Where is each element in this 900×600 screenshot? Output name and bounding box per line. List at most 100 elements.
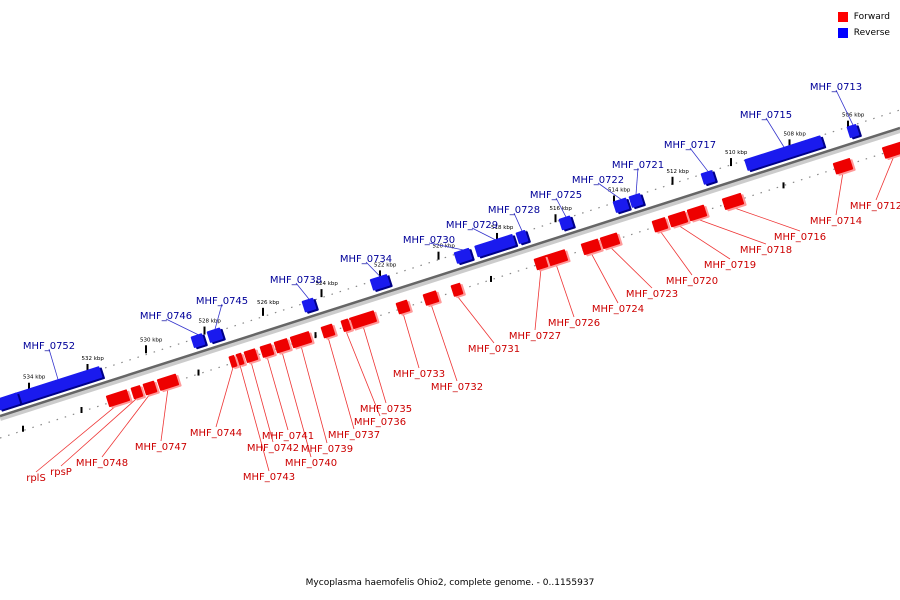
gene-label: MHF_0739: [301, 444, 353, 455]
gene-body: [533, 255, 549, 271]
gene-feature[interactable]: [320, 323, 338, 341]
scale-tick-label: 532 kbp: [82, 356, 105, 362]
gene-feature[interactable]: [422, 290, 443, 308]
label-connector: [428, 242, 464, 251]
gene-feature[interactable]: [558, 215, 576, 233]
gene-label: MHF_0735: [360, 404, 412, 415]
gene-feature[interactable]: [721, 192, 747, 212]
gene-feature[interactable]: [881, 140, 900, 161]
scale-tick-label: 518 kbp: [491, 225, 514, 231]
label-connector: [327, 336, 355, 430]
gene-label: MHF_0741: [262, 431, 314, 442]
gene-feature[interactable]: [450, 282, 466, 299]
label-connector: [165, 318, 199, 335]
gene-label: MHF_0712: [850, 201, 900, 212]
label-connector: [295, 282, 310, 300]
gene-feature[interactable]: [235, 352, 247, 368]
label-connector: [35, 403, 119, 473]
gene-feature[interactable]: [228, 354, 240, 370]
gene-label: MHF_0731: [468, 344, 520, 355]
gene-label: MHF_0732: [431, 382, 483, 393]
gene-feature[interactable]: [130, 384, 146, 401]
label-connector: [555, 197, 567, 218]
gene-label: MHF_0717: [664, 140, 716, 151]
gene-feature[interactable]: [515, 229, 531, 246]
gene-feature[interactable]: [0, 392, 23, 413]
scale-tick-label: 524 kbp: [316, 281, 339, 287]
gene-body: [453, 247, 473, 264]
label-connector: [609, 246, 653, 289]
gene-feature[interactable]: [533, 255, 551, 273]
gene-feature[interactable]: [13, 365, 105, 406]
label-connectors: [35, 89, 895, 473]
gene-label: rpsP: [50, 467, 72, 478]
gene-feature[interactable]: [142, 380, 160, 398]
gene-feature[interactable]: [289, 330, 315, 350]
gene-feature[interactable]: [651, 216, 672, 234]
gene-feature[interactable]: [340, 318, 354, 334]
label-connector: [430, 303, 458, 382]
gene-label: MHF_0715: [740, 110, 792, 121]
gene-feature[interactable]: [474, 233, 519, 259]
scale-tick-label: 526 kbp: [257, 300, 280, 306]
gene-body: [320, 323, 336, 339]
gene-feature[interactable]: [453, 247, 475, 266]
gene-feature[interactable]: [612, 197, 633, 215]
gene-body: [206, 327, 224, 343]
forward-swatch: [837, 12, 848, 22]
gene-feature[interactable]: [744, 135, 827, 173]
gene-body: [744, 135, 824, 171]
gene-label: MHF_0728: [488, 205, 540, 216]
gene-feature[interactable]: [243, 348, 261, 366]
gene-feature[interactable]: [846, 123, 862, 140]
gene-body: [515, 229, 529, 244]
gene-body: [422, 290, 440, 306]
gene-label: MHF_0747: [135, 442, 187, 453]
gene-feature[interactable]: [156, 373, 182, 393]
gene-feature[interactable]: [206, 327, 227, 345]
gene-body: [340, 318, 352, 332]
scale-tick-label: 508 kbp: [784, 131, 807, 137]
gene-label: MHF_0737: [328, 430, 380, 441]
gene-feature[interactable]: [369, 273, 393, 292]
gene-feature[interactable]: [259, 342, 277, 360]
label-connector: [689, 147, 709, 172]
gene-body: [228, 355, 238, 368]
gene-feature[interactable]: [105, 389, 133, 410]
scale-tick-label: 512 kbp: [667, 169, 690, 175]
gene-feature[interactable]: [580, 238, 604, 257]
gene-body: [156, 373, 180, 391]
gene-feature[interactable]: [628, 192, 646, 210]
gene-label: MHF_0723: [626, 289, 678, 300]
gene-feature[interactable]: [543, 248, 571, 269]
gene-feature[interactable]: [667, 210, 691, 229]
gene-label: MHF_0742: [247, 443, 299, 454]
gene-feature[interactable]: [395, 299, 413, 317]
gene-label: MHF_0740: [285, 458, 337, 469]
gene-feature[interactable]: [700, 169, 718, 187]
label-connector: [48, 348, 59, 380]
gene-feature[interactable]: [349, 310, 380, 332]
label-connector: [555, 263, 575, 318]
gene-label: MHF_0733: [393, 369, 445, 380]
gene-body: [301, 297, 317, 313]
genome-caption: Mycoplasma haemofelis Ohio2, complete ge…: [305, 578, 595, 588]
gene-feature[interactable]: [190, 332, 208, 350]
legend-label-forward: Forward: [853, 12, 890, 22]
gene-feature[interactable]: [301, 297, 319, 315]
gene-label: MHF_0746: [140, 311, 192, 322]
gene-label: MHF_0725: [530, 190, 582, 201]
gene-feature[interactable]: [599, 232, 623, 251]
label-connector: [597, 182, 622, 200]
gene-body: [881, 141, 900, 159]
label-connector: [215, 367, 234, 428]
gene-body: [289, 331, 313, 349]
gene-label: MHF_0724: [592, 304, 644, 315]
gene-label: rplS: [26, 473, 46, 484]
gene-feature[interactable]: [686, 204, 710, 223]
gene-feature[interactable]: [273, 337, 294, 355]
gene-body: [558, 215, 574, 231]
label-connector: [160, 388, 169, 442]
scale-tick-label: 516 kbp: [550, 206, 573, 212]
gene-feature[interactable]: [832, 157, 856, 176]
